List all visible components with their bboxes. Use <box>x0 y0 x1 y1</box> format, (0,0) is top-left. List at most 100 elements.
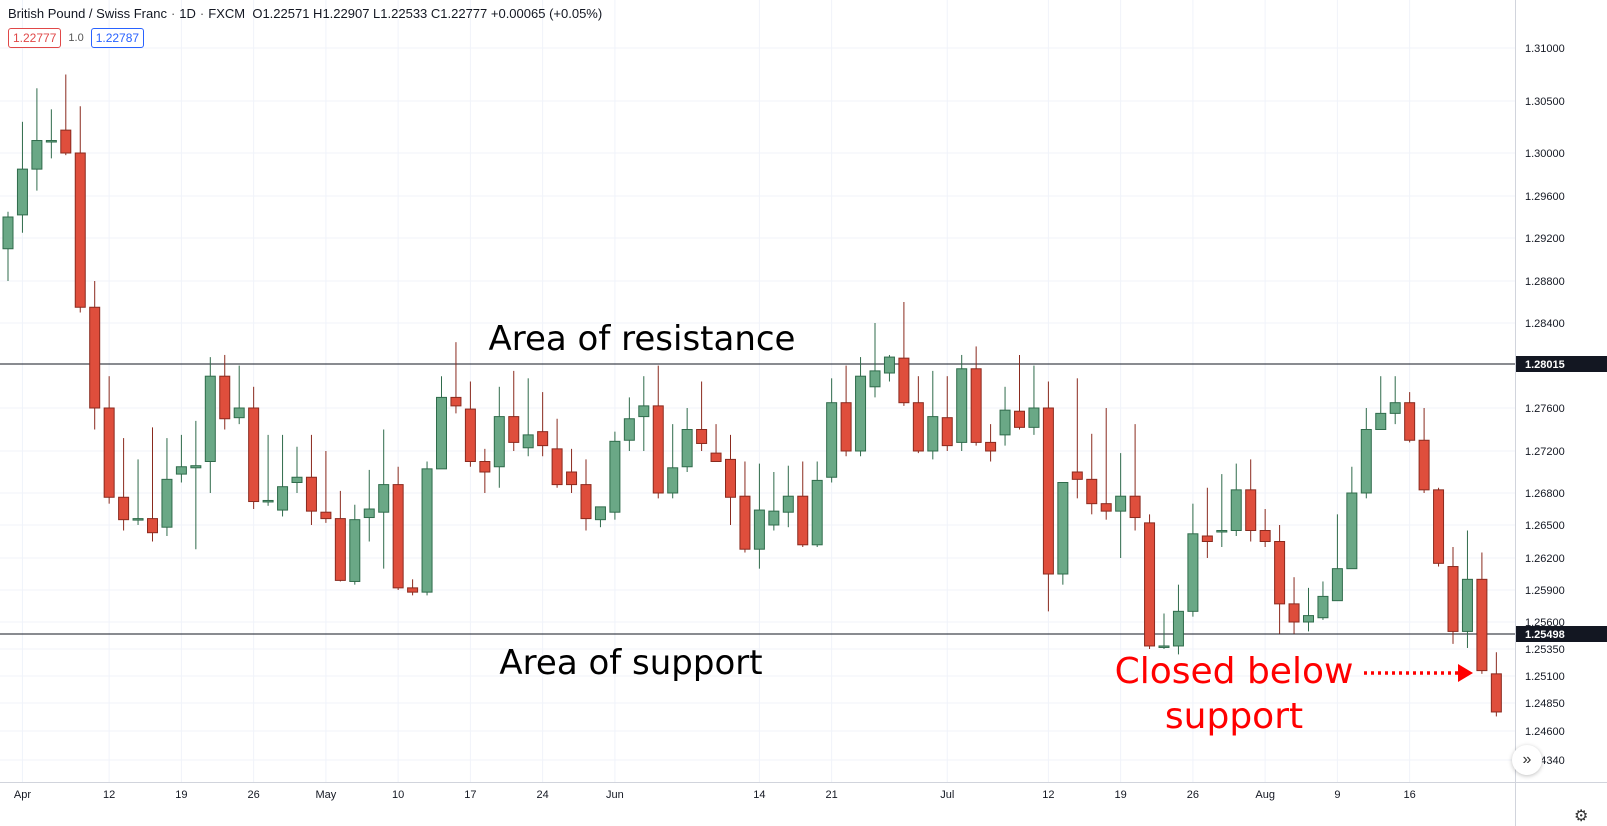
time-tick-label: Aug <box>1255 789 1275 801</box>
candle-body <box>320 511 332 520</box>
candle-body <box>985 441 997 452</box>
candle-body <box>132 518 144 521</box>
candle-body <box>1144 522 1156 647</box>
candle-body <box>1288 603 1300 623</box>
buy-price-button[interactable]: 1.22787 <box>90 28 145 48</box>
time-tick-label: 9 <box>1334 789 1340 801</box>
candle-body <box>1042 407 1054 575</box>
candle-body <box>1476 578 1488 672</box>
time-tick-label: 12 <box>1042 789 1054 801</box>
breakdown-annotation-line1: Closed below <box>1115 651 1354 692</box>
candle-body <box>840 402 852 452</box>
candle-body <box>826 402 838 478</box>
price-tick-label: 1.27600 <box>1525 403 1565 415</box>
candle-body <box>725 458 736 498</box>
symbol-header: British Pound / Swiss Franc · 1D · FXCM O1.2… <box>8 6 603 21</box>
price-tick-label: 1.31000 <box>1525 43 1565 55</box>
time-tick-label: 26 <box>248 789 260 801</box>
candle-body <box>262 499 274 503</box>
candle-body <box>277 486 289 511</box>
time-tick-label: 24 <box>537 789 549 801</box>
candle-body <box>970 368 982 443</box>
candle-body <box>1433 489 1445 564</box>
candle-body <box>696 429 708 444</box>
resistance-price-label: 1.28015 <box>1525 359 1565 371</box>
price-tick-label: 1.26500 <box>1525 520 1565 532</box>
time-tick-label: 16 <box>1404 789 1416 801</box>
candle-body <box>710 452 722 463</box>
price-tick-label: 1.30500 <box>1525 96 1565 108</box>
candle-body <box>1461 578 1473 632</box>
price-tick-label: 1.25100 <box>1525 671 1565 683</box>
candle-body <box>219 375 231 420</box>
scroll-to-realtime-button[interactable]: » <box>1512 745 1542 775</box>
candle-body <box>1317 595 1329 619</box>
candle-body <box>1158 645 1170 648</box>
candle-body <box>1346 492 1358 570</box>
candle-body <box>392 484 404 589</box>
candle-body <box>1129 495 1141 519</box>
breakdown-arrow-head <box>1458 664 1473 682</box>
candle-body <box>898 357 910 404</box>
plot-area <box>0 0 1515 782</box>
resistance-annotation: Area of resistance <box>489 319 796 359</box>
settings-gear-icon[interactable]: ⚙ <box>1574 808 1589 825</box>
candle-body <box>175 466 187 475</box>
support-annotation: Area of support <box>499 643 762 683</box>
candle-body <box>31 140 43 170</box>
candle-body <box>883 356 895 374</box>
symbol-name[interactable]: British Pound / Swiss Franc <box>8 6 167 21</box>
price-tick-label: 1.25350 <box>1525 644 1565 656</box>
candle-body <box>349 519 361 582</box>
interval[interactable]: 1D <box>179 6 196 21</box>
candle-body <box>753 509 765 550</box>
candle-body <box>623 418 635 441</box>
time-tick-label: Apr <box>14 789 31 801</box>
candle-body <box>999 409 1011 436</box>
candle-body <box>1360 429 1372 494</box>
candle-body <box>161 478 173 528</box>
candle-body <box>479 461 491 473</box>
time-tick-label: 19 <box>175 789 187 801</box>
candle-body <box>363 508 375 519</box>
candle-body <box>811 479 823 546</box>
candle-body <box>1216 530 1228 533</box>
candle-body <box>941 417 953 447</box>
price-tick-label: 1.29200 <box>1525 233 1565 245</box>
candle-body <box>60 129 72 154</box>
candle-body <box>1389 402 1401 414</box>
candle-body <box>1274 541 1286 605</box>
candle-body <box>1172 610 1184 647</box>
candle-body <box>1331 568 1343 602</box>
support-price-label: 1.25498 <box>1525 629 1565 641</box>
candle-body <box>1201 535 1213 542</box>
candle-body <box>464 408 476 463</box>
candle-body <box>609 440 621 513</box>
candle-body <box>291 476 303 483</box>
candle-body <box>537 431 549 447</box>
time-tick-label: May <box>316 789 337 801</box>
candle-body <box>1086 478 1098 505</box>
candle-body <box>45 140 57 143</box>
candle-body <box>855 375 867 452</box>
candle-body <box>421 468 433 593</box>
resistance-price-tag <box>1516 356 1607 372</box>
time-tick-label: 26 <box>1187 789 1199 801</box>
candle-body <box>927 416 939 452</box>
trade-badges: 1.22777 1.0 1.22787 <box>8 28 145 48</box>
sell-price-button[interactable]: 1.22777 <box>8 28 62 48</box>
price-tick-label: 1.27200 <box>1525 446 1565 458</box>
candle-body <box>522 434 534 449</box>
candle-body <box>1115 495 1127 512</box>
candle-body <box>1303 615 1314 623</box>
candle-body <box>782 495 794 513</box>
candle-body <box>334 518 346 581</box>
candle-body <box>551 448 563 486</box>
candle-body <box>652 405 664 494</box>
candle-body <box>407 587 419 593</box>
time-tick-label: 10 <box>392 789 404 801</box>
candle-body <box>912 402 924 452</box>
price-tick-label: 1.29600 <box>1525 191 1565 203</box>
price-tick-label: 1.28800 <box>1525 276 1565 288</box>
